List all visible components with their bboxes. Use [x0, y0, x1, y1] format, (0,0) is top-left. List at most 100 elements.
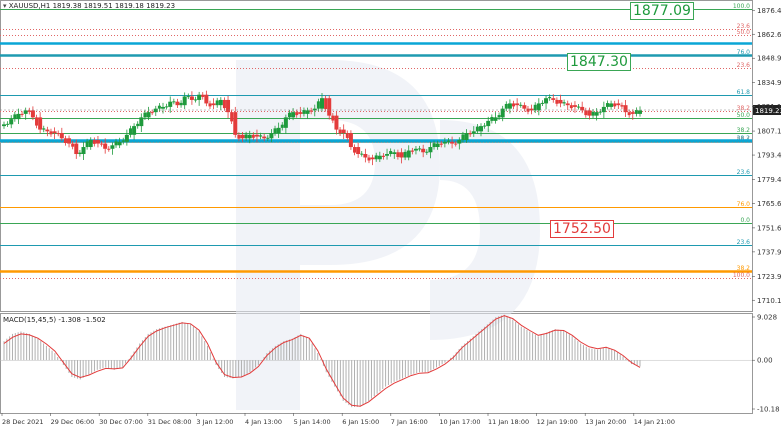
candle-body	[302, 110, 306, 114]
candle-body	[81, 147, 86, 155]
candle-body	[266, 137, 270, 139]
candle-body	[468, 133, 472, 135]
candle-body	[370, 157, 375, 160]
time-tick-label: 12 Jan 19:00	[537, 418, 578, 426]
candle-body	[565, 103, 570, 106]
price-tick-label: 1821.15	[757, 103, 782, 111]
candle-body	[620, 105, 624, 107]
candle-body	[461, 134, 465, 141]
candle-body	[584, 110, 588, 116]
candle-body	[103, 143, 108, 149]
candle-body	[389, 151, 393, 155]
candle-body	[100, 143, 104, 145]
candle-body	[500, 108, 505, 118]
candle-body	[95, 140, 100, 144]
candle-body	[254, 134, 259, 137]
macd-tick-label: 9.028	[757, 314, 777, 322]
candle-body	[247, 134, 252, 139]
candle-body	[450, 141, 455, 144]
candle-body	[406, 150, 411, 158]
candle-body	[136, 123, 140, 127]
candle-body	[591, 111, 595, 116]
fib-label: 38.2	[737, 105, 751, 112]
candle-body	[403, 151, 407, 158]
dropdown-arrow-icon[interactable]: ▾	[3, 2, 7, 10]
candle-body	[396, 152, 400, 157]
candle-body	[182, 96, 187, 106]
candle-body	[56, 133, 60, 135]
candle-body	[175, 101, 180, 106]
fib-label: 100.0	[733, 3, 750, 10]
candle-body	[348, 133, 353, 148]
candle-body	[49, 131, 53, 135]
candle-body	[2, 124, 6, 127]
candle-body	[454, 143, 458, 145]
symbol-header: ▾ XAUUSD,H1 1819.38 1819.51 1819.18 1819…	[3, 2, 175, 10]
candle-body	[150, 112, 154, 114]
candle-body	[168, 101, 173, 107]
candle-body	[320, 98, 324, 109]
symbol-quote-label: XAUUSD,H1 1819.38 1819.51 1819.18 1819.2…	[8, 2, 176, 10]
candle-body	[638, 110, 642, 114]
candle-body	[114, 141, 118, 146]
candle-body	[179, 102, 183, 106]
price-tick-label: 1848.90	[757, 55, 782, 63]
candle-body	[519, 104, 523, 106]
candle-body	[309, 110, 313, 112]
candle-body	[471, 131, 476, 134]
time-tick-label: 29 Dec 06:00	[51, 418, 95, 426]
candle-body	[262, 136, 267, 139]
candle-body	[128, 128, 132, 135]
candle-body	[59, 133, 64, 139]
candle-body	[30, 110, 35, 118]
watermark-logo-icon	[430, 120, 540, 340]
fib-label: 50.0	[737, 112, 751, 119]
fib-label: 100.0	[733, 272, 750, 279]
candle-body	[363, 154, 368, 158]
candle-body	[623, 105, 628, 113]
candle-body	[42, 128, 46, 130]
macd-header: MACD(15,45,5) -1.308 -1.502	[3, 316, 106, 324]
fib-label: 61.8	[737, 89, 751, 96]
fib-label: 76.0	[737, 201, 751, 208]
candle-body	[353, 147, 357, 153]
candle-body	[562, 102, 566, 104]
candle-body	[399, 152, 404, 158]
watermark-logo-icon	[236, 60, 440, 410]
candle-body	[67, 138, 72, 144]
time-tick-label: 11 Jan 18:00	[488, 418, 529, 426]
candle-body	[457, 140, 462, 144]
candle-body	[143, 112, 147, 118]
target-level-1752: 1752.50	[550, 220, 614, 238]
candle-body	[507, 103, 512, 109]
candle-body	[580, 106, 585, 111]
candle-body	[587, 110, 592, 116]
candle-body	[305, 110, 310, 114]
candle-body	[201, 94, 205, 97]
candle-body	[27, 110, 31, 112]
candle-body	[251, 134, 255, 138]
candle-body	[63, 138, 67, 144]
candle-body	[273, 128, 277, 134]
time-tick-label: 31 Dec 08:00	[148, 418, 192, 426]
candle-body	[280, 124, 284, 128]
candle-body	[356, 147, 361, 155]
price-tick-label: 1807.15	[757, 128, 782, 136]
candle-body	[35, 117, 39, 126]
candle-body	[381, 155, 385, 157]
time-tick-label: 3 Jan 12:00	[196, 418, 233, 426]
candle-body	[283, 117, 288, 128]
candle-body	[512, 103, 516, 107]
candle-body	[172, 101, 176, 103]
candle-body	[189, 96, 194, 100]
fib-label: 76.0	[737, 49, 751, 56]
candle-body	[504, 103, 508, 109]
macd-signal-line	[3, 315, 641, 407]
price-tick-label: 1723.90	[757, 273, 782, 281]
candle-body	[413, 148, 418, 151]
candle-body	[269, 133, 274, 139]
price-tick-label: 1765.65	[757, 200, 782, 208]
candle-body	[153, 108, 158, 113]
candle-body	[6, 123, 10, 125]
